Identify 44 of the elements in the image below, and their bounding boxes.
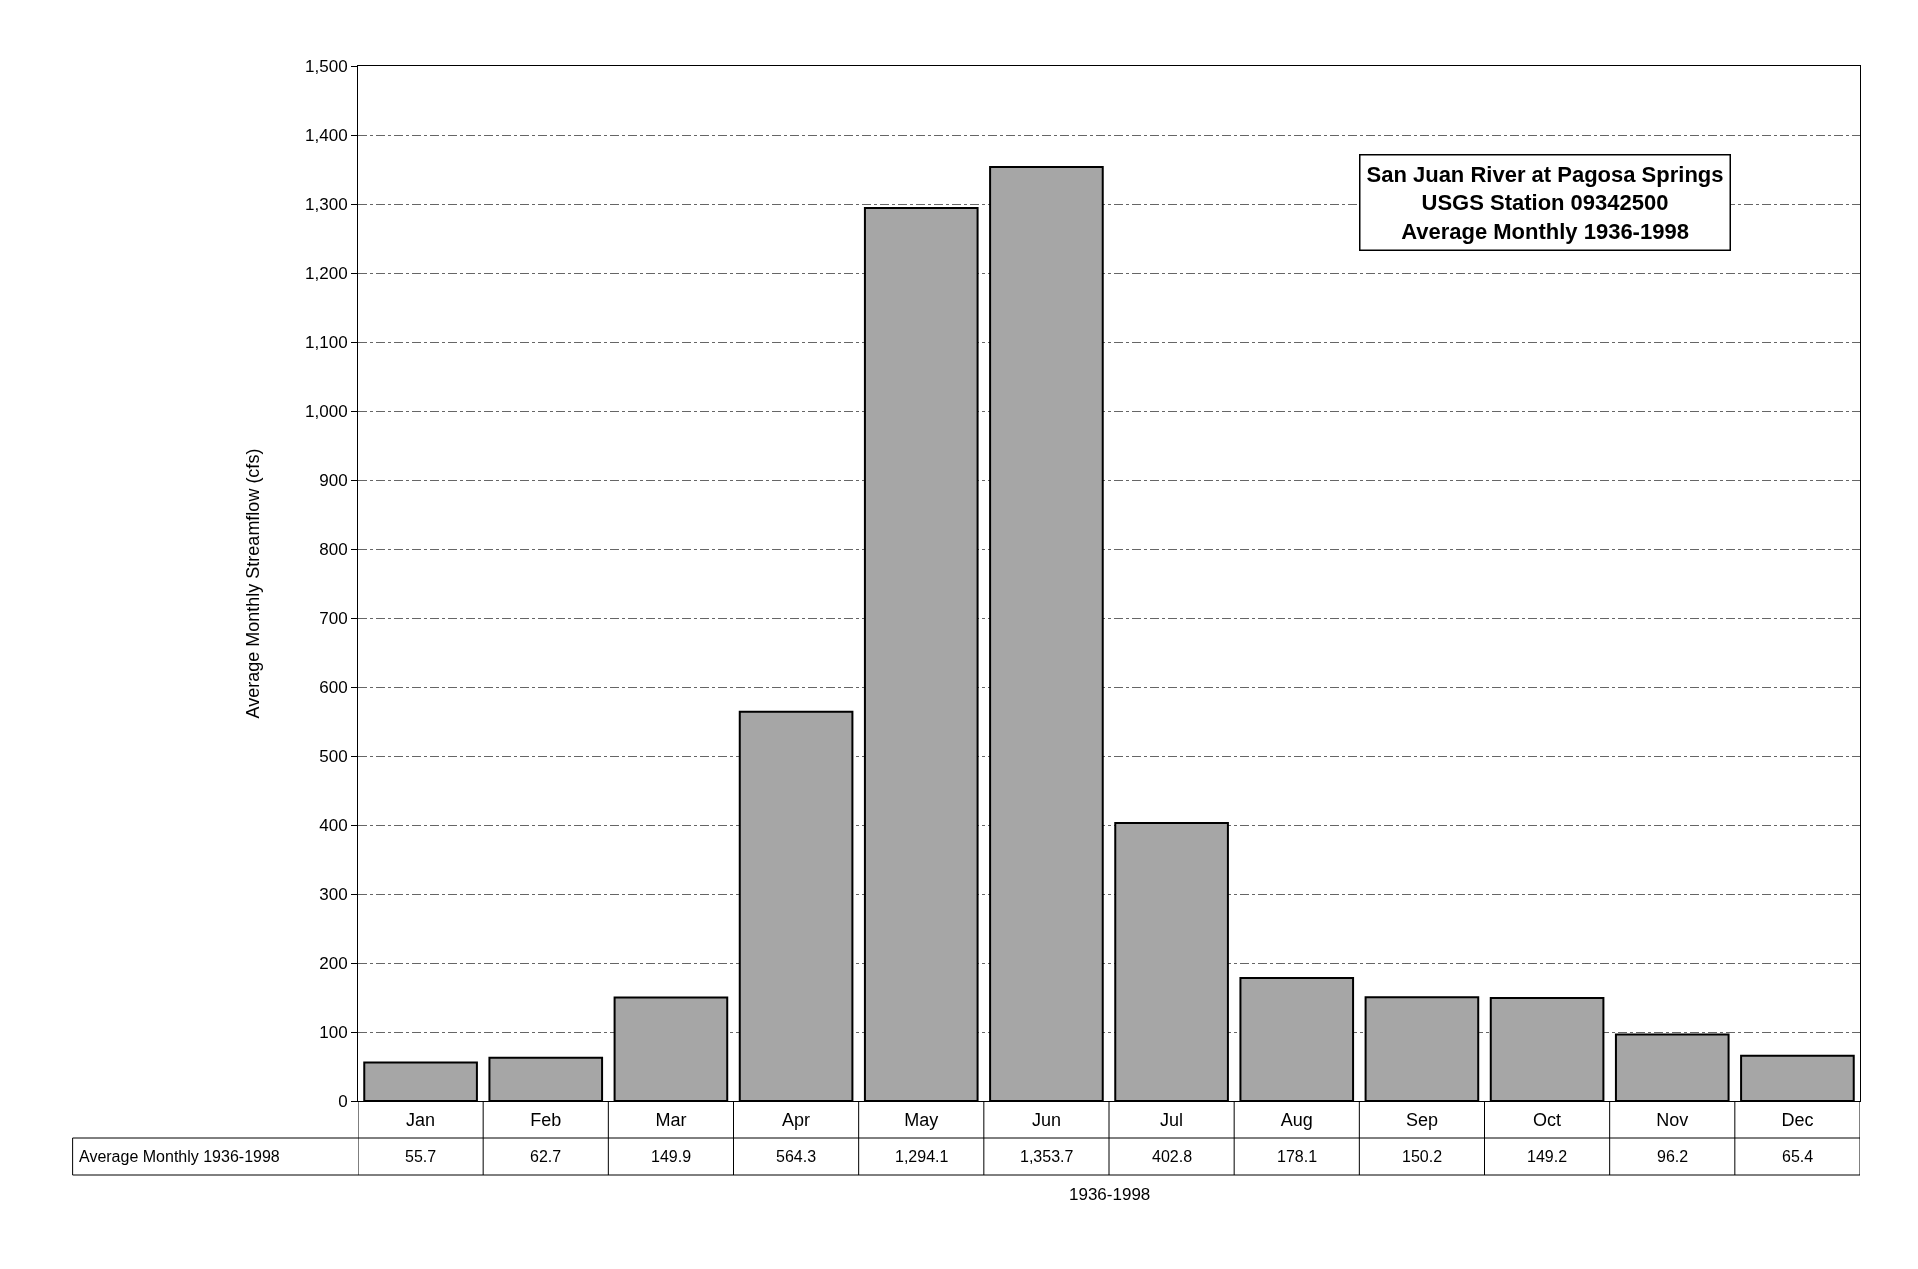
data-label: 65.4 (1782, 1148, 1814, 1165)
y-tick-label: 600 (319, 677, 348, 697)
y-tick-label: 500 (319, 746, 348, 766)
data-label: 55.7 (405, 1148, 437, 1165)
y-tick-label: 900 (319, 470, 348, 490)
data-label: 1,294.1 (895, 1148, 949, 1165)
y-tick-label: 1,400 (305, 125, 348, 145)
y-tick-label: 1,300 (305, 194, 348, 214)
x-tick-label: Dec (1781, 1109, 1814, 1130)
y-axis-title: Average Monthly Streamflow (cfs) (243, 448, 264, 719)
data-label: 149.9 (651, 1148, 692, 1165)
y-tick-label: 300 (319, 884, 348, 904)
y-tick-label: 200 (319, 953, 348, 973)
y-tick-label: 800 (319, 539, 348, 559)
legend-label: Average Monthly 1936-1998 (79, 1148, 280, 1165)
x-tick-label: Jan (406, 1109, 436, 1130)
x-tick-label: Sep (1405, 1109, 1438, 1130)
data-label: 564.3 (776, 1148, 817, 1165)
y-tick-label: 0 (338, 1091, 348, 1111)
data-label: 178.1 (1277, 1148, 1318, 1165)
data-label: 1,353.7 (1020, 1148, 1074, 1165)
y-tick-label: 1,100 (305, 332, 348, 352)
x-tick-label: Aug (1280, 1109, 1313, 1130)
x-tick-label: Nov (1656, 1109, 1689, 1130)
y-tick-label: 700 (319, 608, 348, 628)
x-tick-label: Jun (1031, 1109, 1061, 1130)
y-tick-label: 1,500 (305, 56, 348, 76)
text: San Juan River at Pagosa Springs USGS Station 09342500 Average Monthly 1936-1998 (1366, 161, 1724, 244)
x-tick-label: Feb (530, 1109, 562, 1130)
data-label: 149.2 (1527, 1148, 1568, 1165)
x-axis-title: 1936-1998 (1069, 1185, 1151, 1204)
y-tick-label: 1,000 (305, 401, 348, 421)
y-tick-label: 400 (319, 815, 348, 835)
data-label: 402.8 (1152, 1148, 1193, 1165)
y-tick-label: 100 (319, 1022, 348, 1042)
x-tick-label: May (904, 1109, 939, 1130)
x-tick-label: Oct (1533, 1109, 1562, 1130)
data-label: 62.7 (530, 1148, 562, 1165)
data-label: 150.2 (1402, 1148, 1443, 1165)
x-tick-label: Jul (1160, 1109, 1184, 1130)
x-tick-label: Apr (782, 1109, 811, 1130)
x-tick-label: Mar (655, 1109, 687, 1130)
y-tick-label: 1,200 (305, 263, 348, 283)
data-label: 96.2 (1657, 1148, 1689, 1165)
